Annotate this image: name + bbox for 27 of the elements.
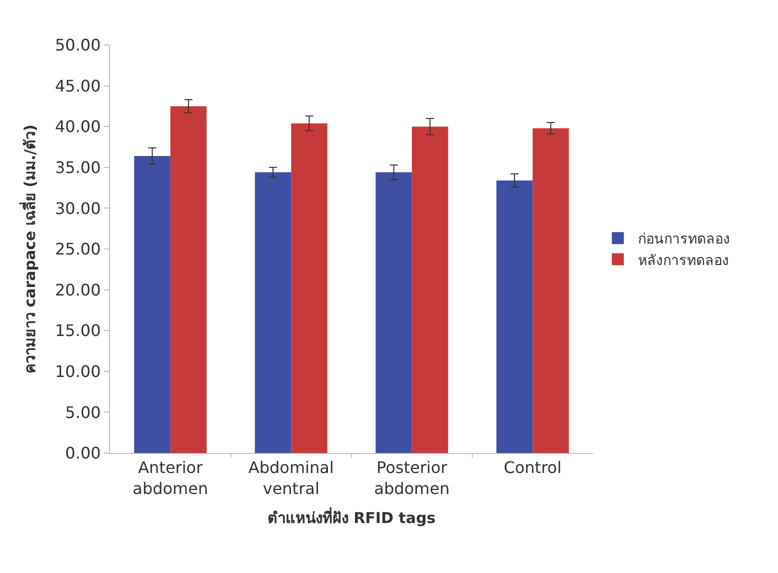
y-tick-label: 20.00 [54, 280, 101, 300]
x-axis-title: ตำแหน่งที่ฝัง RFID tags [267, 507, 436, 527]
x-tick-label: Anterior abdomen [132, 458, 208, 498]
y-tick-label: 35.00 [54, 158, 101, 177]
y-tick-label: 50.00 [54, 36, 101, 55]
bar [134, 156, 170, 453]
bar [170, 106, 207, 453]
x-tick-label: Posterior abdomen [374, 458, 450, 498]
y-tick-label: 10.00 [54, 362, 101, 381]
y-tick-label: 45.00 [54, 76, 101, 96]
y-tick-label: 40.00 [54, 117, 101, 136]
y-tick-label: 15.00 [54, 321, 101, 340]
bar [376, 172, 412, 453]
y-axis-title: ความยาว carapace เฉลี่ย (มม./ตัว) [19, 124, 40, 374]
y-tick-label: 25.00 [54, 240, 101, 259]
bar [254, 172, 292, 453]
bar [532, 128, 569, 453]
bar [496, 180, 533, 453]
y-tick-label: 5.00 [65, 402, 101, 422]
bar [412, 126, 448, 453]
bar [291, 123, 328, 453]
legend-label: หลังการทดลอง [638, 252, 729, 269]
legend-label: ก่อนการทดลอง [638, 232, 730, 248]
x-tick-label: Abdominal ventral [248, 458, 334, 498]
x-tick-label: Control [504, 458, 562, 478]
y-tick-label: 0.00 [65, 444, 101, 463]
y-tick-label: 30.00 [54, 198, 101, 218]
